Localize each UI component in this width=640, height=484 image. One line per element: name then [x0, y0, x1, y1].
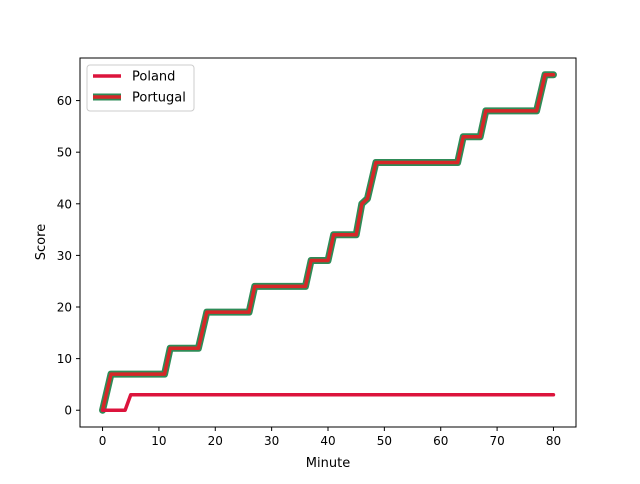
series-line-portugal: [100, 73, 556, 412]
legend: Poland Portugal: [86, 64, 195, 112]
x-tick-label: 50: [377, 434, 392, 448]
x-tick-label: 20: [208, 434, 223, 448]
y-tick-label: 20: [57, 301, 72, 315]
series-layer: [99, 71, 557, 414]
y-tick-label: 0: [64, 404, 72, 418]
y-axis: 0 10 20 30 40 50 60: [57, 94, 80, 418]
y-tick-label: 60: [57, 94, 72, 108]
x-axis-label: Minute: [306, 456, 350, 471]
x-tick-label: 40: [320, 434, 335, 448]
x-tick-label: 60: [433, 434, 448, 448]
series-line-poland: [100, 392, 556, 412]
legend-label-poland: Poland: [132, 70, 175, 85]
y-tick-label: 30: [57, 249, 72, 263]
legend-label-portugal: Portugal: [132, 91, 186, 106]
y-tick-label: 10: [57, 352, 72, 366]
x-tick-label: 0: [99, 434, 107, 448]
y-tick-label: 50: [57, 146, 72, 160]
x-tick-label: 30: [264, 434, 279, 448]
x-axis: 0 10 20 30 40 50 60 70 80: [99, 427, 561, 448]
y-axis-label: Score: [34, 224, 49, 260]
x-tick-label: 10: [151, 434, 166, 448]
x-tick-label: 80: [546, 434, 561, 448]
y-tick-label: 40: [57, 197, 72, 211]
x-tick-label: 70: [489, 434, 504, 448]
